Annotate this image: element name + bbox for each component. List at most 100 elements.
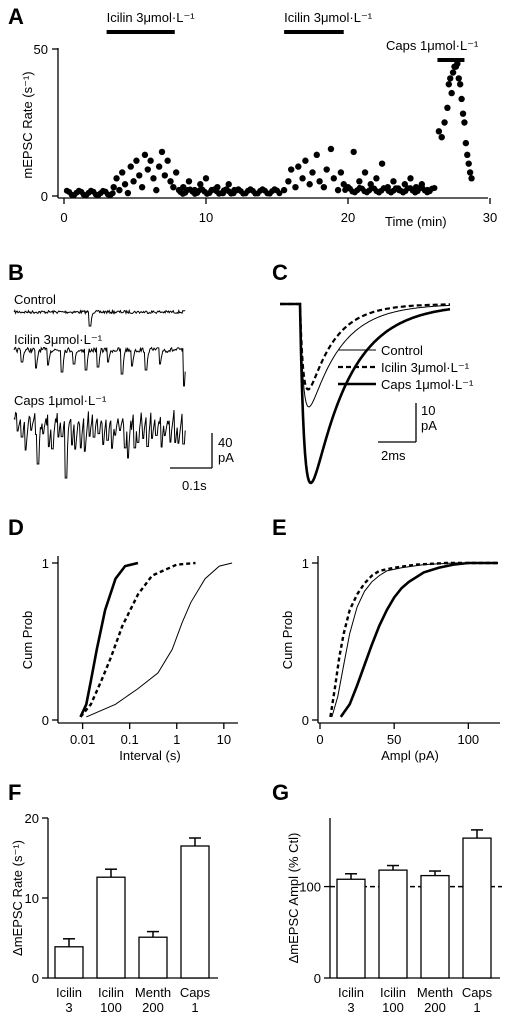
legend-icilin: Icilin 3μmol·L⁻¹ [381,360,470,375]
cdf-x-tick-label: 100 [457,732,479,747]
panel-e-x-label: Ampl (pA) [381,748,439,763]
rate-category-dose: 3 [65,1000,72,1015]
cdf-line-thick [339,561,498,718]
rate-point [418,181,426,188]
rate-point [444,104,451,112]
trace-label-control: Control [14,292,56,307]
panel-label-e: E [272,515,287,540]
treatment-bar-label: Caps 1μmol·L⁻¹ [386,38,479,53]
rate-point [113,175,120,182]
panel-a-scatter: mEPSC Rate (s⁻¹) Time (min) 0 10 20 30 0 50 I… [20,10,497,229]
panel-a-y-label: mEPSC Rate (s⁻¹) [20,71,35,178]
cdf-line-thick [79,561,139,718]
scalebar-c-amplitude: 10 [421,403,435,418]
rate-point [350,148,357,156]
cdf-line-dashed [329,561,498,718]
panel-g-y-label: ΔmEPSC Ampl (% Ctl) [286,833,301,964]
rate-point [468,175,475,182]
rate-point [161,172,169,179]
cdf-y-tick-label: 1 [42,556,49,571]
cdf-line-thin [331,562,498,718]
panel-label-g: G [272,780,289,805]
panel-a-y-tick-label: 0 [41,189,48,204]
ampl-category-label: Icilin [338,985,364,1000]
rate-point [225,181,232,188]
rate-y-tick-label: 10 [25,891,39,906]
ampl-bar [420,874,450,979]
avg-trace-caps [280,302,451,485]
rate-point [458,95,465,103]
rate-point [456,81,464,88]
panel-d-interval-cdf: Cum Prob Interval (s) 0 1 0.01 0.1 1 10 [20,556,238,763]
rate-point [127,163,134,170]
rate-point [464,151,471,159]
rate-point [141,151,149,159]
ampl-category-dose: 100 [382,1000,404,1015]
rate-point [285,178,292,185]
rate-point [110,183,117,191]
legend-caps: Caps 1μmol·L⁻¹ [381,377,474,392]
rate-point [445,81,453,88]
rate-point [197,181,204,188]
rate-point [167,178,174,185]
rate-point [170,183,177,191]
cdf-y-tick-label: 1 [302,556,309,571]
rate-point [180,183,187,191]
rate-point [119,169,126,176]
rate-point [447,75,454,82]
rate-point [124,189,132,197]
panel-label-b: B [8,260,24,285]
rate-point [280,186,288,194]
rate-point [299,175,306,182]
rate-point [150,175,157,182]
cdf-y-tick-label: 0 [302,713,309,728]
rate-point [323,166,330,173]
cdf-x-tick-label: 10 [217,732,231,747]
trace-icilin [13,346,186,387]
rate-category-label: Menth [135,985,171,1000]
trace-label-icilin: Icilin 3μmol·L⁻¹ [14,332,103,347]
rate-point [337,169,345,176]
ampl-category-label: Icilin [380,985,406,1000]
rate-point [214,183,221,191]
rate-point [330,175,337,182]
rate-point [449,69,457,76]
panel-b-traces: Control Icilin 3μmol·L⁻¹ Caps 1μmol·L⁻¹ … [13,292,234,493]
rate-point [384,183,391,191]
panel-a-x-label: Time (min) [385,214,447,229]
rate-point [401,181,408,188]
scalebar-b-time: 0.1s [182,478,207,493]
cdf-line-dashed [79,561,196,718]
rate-point [208,186,215,194]
rate-bar [180,845,210,979]
rate-point [412,183,420,191]
trace-control [13,308,186,327]
trace-caps [13,409,186,479]
rate-point [320,183,328,191]
panel-c-average-epsc: Control Icilin 3μmol·L⁻¹ Caps 1μmol·L⁻¹ … [280,302,474,485]
rate-point [390,178,397,185]
rate-point [116,186,123,194]
rate-point [202,175,210,182]
rate-point [295,163,302,170]
rate-bar [54,946,84,979]
avg-trace-control [280,303,450,408]
rate-point [306,181,313,188]
panel-a-x-tick-label: 30 [483,210,497,225]
panel-f-y-label: ΔmEPSC Rate (s⁻¹) [10,840,25,956]
rate-point [302,157,309,164]
scalebar-b-amplitude: 40 [218,435,232,450]
rate-point [231,186,238,194]
rate-point [431,184,438,191]
rate-point [367,181,374,188]
panel-d-y-label: Cum Prob [20,611,35,670]
scalebar-c-amplitude-unit: pA [421,418,437,433]
rate-point [313,151,320,159]
avg-trace-icilin [280,302,450,391]
panel-label-d: D [8,515,24,540]
rate-bar [96,876,126,979]
ampl-category-dose: 3 [347,1000,354,1015]
rate-point [462,139,470,147]
